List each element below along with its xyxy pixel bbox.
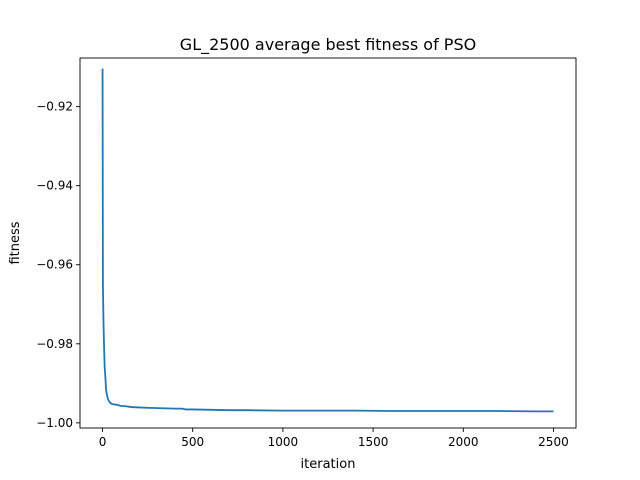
- x-tick-label: 1000: [268, 435, 299, 449]
- y-tick-label: −0.96: [36, 258, 73, 272]
- x-tick-label: 2000: [448, 435, 479, 449]
- x-tick-label: 500: [181, 435, 204, 449]
- x-tick-label: 1500: [358, 435, 389, 449]
- series-layer: [101, 68, 554, 413]
- y-tick-label: −1.00: [36, 416, 73, 430]
- x-tick-label: 2500: [538, 435, 569, 449]
- chart-title: GL_2500 average best fitness of PSO: [180, 35, 476, 55]
- y-tick-label: −0.98: [36, 337, 73, 351]
- y-axis-label: fitness: [8, 221, 23, 264]
- plot-area: 0 500 1000 1500 2000 2500 −1.00 −0.98 −0.96 −0.9…: [36, 57, 577, 449]
- x-axis-ticks: 0 500 1000 1500 2000 2500: [99, 428, 569, 449]
- x-tick-label: 0: [99, 435, 107, 449]
- y-tick-label: −0.92: [36, 100, 73, 114]
- series-line: [101, 68, 554, 413]
- plot-frame: [79, 57, 577, 429]
- x-axis-label: iteration: [301, 457, 356, 472]
- y-axis-ticks: −1.00 −0.98 −0.96 −0.94 −0.92: [36, 100, 80, 430]
- y-tick-label: −0.94: [36, 179, 73, 193]
